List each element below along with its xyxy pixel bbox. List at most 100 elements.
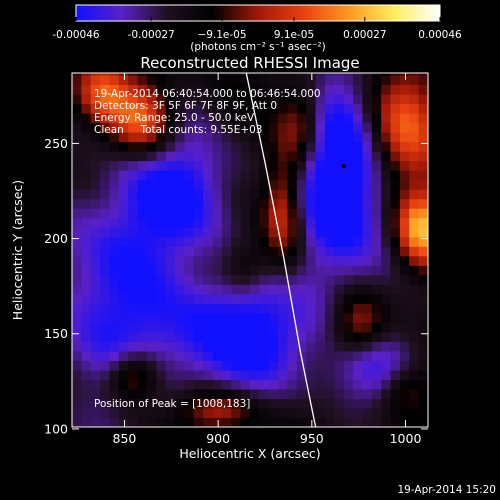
heatmap-cell bbox=[287, 122, 298, 133]
heatmap-cell bbox=[193, 132, 204, 143]
heatmap-cell bbox=[212, 388, 223, 400]
heatmap-cell bbox=[353, 141, 364, 152]
heatmap-cell bbox=[268, 227, 279, 238]
heatmap-cell bbox=[371, 132, 382, 143]
heatmap-cell bbox=[371, 189, 382, 200]
heatmap-cell bbox=[250, 303, 260, 314]
heatmap-cell bbox=[259, 112, 270, 124]
heatmap-cell bbox=[315, 284, 326, 295]
heatmap-cell bbox=[353, 274, 364, 285]
heatmap-cell bbox=[203, 217, 214, 228]
colorbar-tick-label: −9.1e-05 bbox=[197, 29, 246, 41]
heatmap-cell bbox=[221, 360, 232, 371]
heatmap-cell bbox=[418, 350, 428, 361]
heatmap-cell bbox=[250, 236, 260, 247]
heatmap-cell bbox=[268, 265, 279, 276]
heatmap-cell bbox=[156, 217, 167, 228]
heatmap-cell bbox=[362, 398, 373, 409]
heatmap-cell bbox=[81, 274, 92, 285]
heatmap-cell bbox=[343, 379, 354, 390]
heatmap-cell bbox=[287, 293, 298, 304]
heatmap-cell bbox=[371, 93, 382, 105]
heatmap-cell bbox=[399, 312, 410, 323]
heatmap-cell bbox=[221, 84, 232, 95]
heatmap-cell bbox=[109, 236, 120, 247]
heatmap-cell bbox=[399, 350, 410, 361]
heatmap-cell bbox=[81, 141, 92, 152]
heatmap-cell bbox=[409, 122, 420, 133]
heatmap-cell bbox=[362, 255, 373, 266]
heatmap-cell bbox=[109, 112, 120, 124]
heatmap-cell bbox=[399, 236, 410, 247]
heatmap-cell bbox=[109, 141, 120, 152]
heatmap-cell bbox=[399, 293, 410, 304]
heatmap-cell bbox=[193, 331, 204, 342]
heatmap-cell bbox=[231, 360, 242, 371]
heatmap-cell bbox=[343, 255, 354, 266]
heatmap-cell bbox=[221, 170, 232, 181]
heatmap-cell bbox=[259, 141, 270, 152]
heatmap-cell bbox=[193, 112, 204, 124]
heatmap-cell bbox=[90, 369, 101, 381]
heatmap-cell bbox=[315, 236, 326, 247]
heatmap-cell bbox=[343, 312, 354, 323]
heatmap-cell bbox=[287, 84, 298, 95]
heatmap-cell bbox=[118, 274, 129, 285]
heatmap-cell bbox=[381, 132, 392, 143]
heatmap-cell bbox=[109, 369, 120, 381]
heatmap-cell bbox=[278, 255, 289, 266]
heatmap-cell bbox=[296, 265, 307, 276]
heatmap-cell bbox=[250, 74, 260, 86]
heatmap-cell bbox=[81, 255, 92, 266]
heatmap-cell bbox=[231, 398, 242, 409]
heatmap-cell bbox=[165, 179, 176, 190]
heatmap-cell bbox=[128, 255, 139, 266]
heatmap-cell bbox=[343, 303, 354, 314]
heatmap-cell bbox=[90, 227, 101, 238]
heatmap-cell bbox=[100, 103, 111, 114]
heatmap-cell bbox=[343, 360, 354, 371]
heatmap-cell bbox=[109, 227, 120, 238]
heatmap-cell bbox=[165, 350, 176, 361]
heatmap-cell bbox=[362, 73, 373, 76]
heatmap-cell bbox=[212, 179, 223, 190]
heatmap-cell bbox=[109, 388, 120, 400]
heatmap-cell bbox=[175, 227, 186, 238]
heatmap-cell bbox=[250, 360, 260, 371]
heatmap-cell bbox=[381, 284, 392, 295]
heatmap-cell bbox=[81, 151, 92, 162]
heatmap-cell bbox=[409, 303, 420, 314]
heatmap-cell bbox=[100, 73, 111, 76]
heatmap-cell bbox=[343, 217, 354, 228]
heatmap-cell bbox=[72, 255, 82, 266]
heatmap-cell bbox=[334, 360, 345, 371]
heatmap-cell bbox=[399, 407, 410, 419]
heatmap-cell bbox=[324, 312, 335, 323]
heatmap-cell bbox=[137, 322, 148, 333]
heatmap-cell bbox=[128, 103, 139, 114]
heatmap-cell bbox=[324, 160, 335, 171]
heatmap-cell bbox=[212, 84, 223, 95]
heatmap-cell bbox=[371, 160, 382, 171]
heatmap-cell bbox=[343, 369, 354, 381]
heatmap-cell bbox=[100, 417, 111, 427]
heatmap-cell bbox=[343, 246, 354, 257]
heatmap-cell bbox=[90, 341, 101, 352]
heatmap-cell bbox=[390, 122, 401, 133]
heatmap-cell bbox=[278, 179, 289, 190]
heatmap-cell bbox=[306, 312, 317, 323]
heatmap-cell bbox=[212, 122, 223, 133]
heatmap-cell bbox=[109, 407, 120, 419]
heatmap-cell bbox=[390, 132, 401, 143]
heatmap-cell bbox=[371, 122, 382, 133]
heatmap-cell bbox=[193, 151, 204, 162]
heatmap-cell bbox=[156, 141, 167, 152]
heatmap-cell bbox=[221, 73, 232, 76]
heatmap-cell bbox=[343, 293, 354, 304]
heatmap-cell bbox=[118, 398, 129, 409]
heatmap-cell bbox=[371, 198, 382, 209]
heatmap-cell bbox=[231, 350, 242, 361]
annotation-peak: Position of Peak = [1008,183] bbox=[94, 398, 250, 410]
heatmap-cell bbox=[240, 151, 251, 162]
heatmap-cell bbox=[278, 274, 289, 285]
